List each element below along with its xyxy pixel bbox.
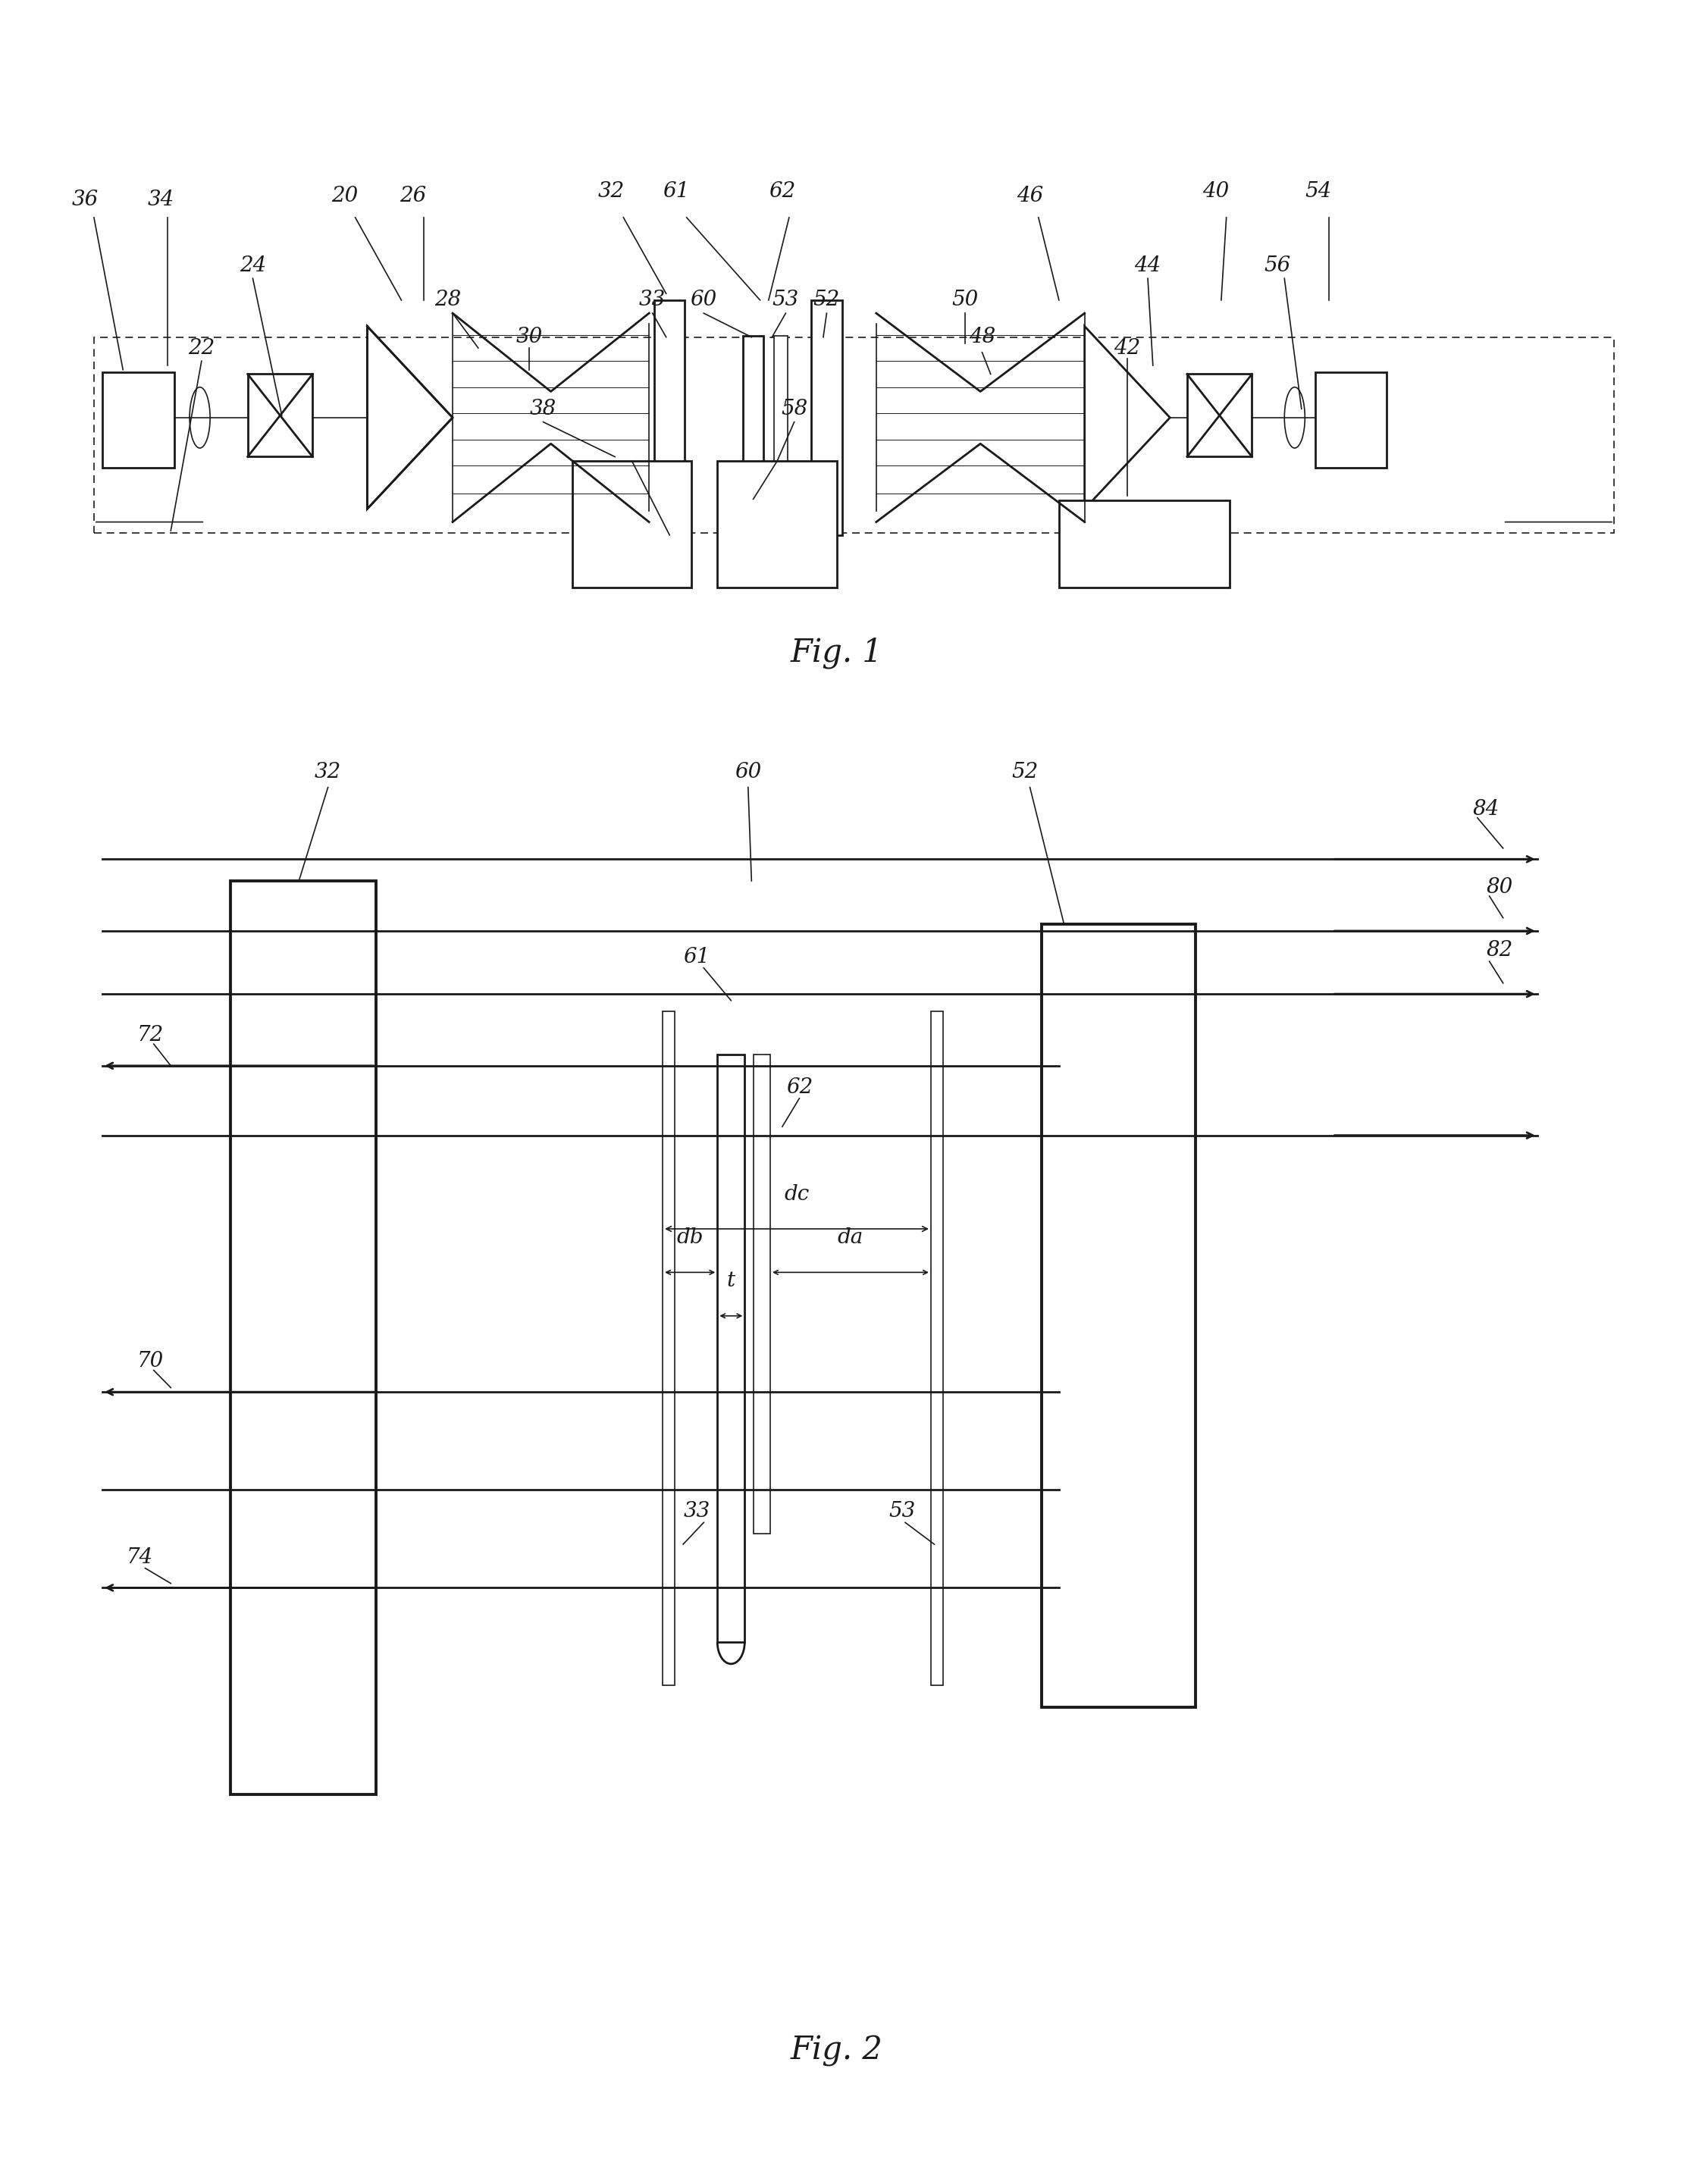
Text: Fig. 2: Fig. 2 <box>791 2036 883 2066</box>
Bar <box>248 374 313 457</box>
Text: 61: 61 <box>683 946 711 968</box>
Text: 48: 48 <box>968 326 996 348</box>
Text: 44: 44 <box>1134 254 1161 276</box>
Text: 60: 60 <box>690 289 717 311</box>
Bar <box>743 335 763 498</box>
Text: 40: 40 <box>1202 181 1230 202</box>
Text: t: t <box>728 1270 734 1292</box>
Text: 58: 58 <box>781 398 808 420</box>
Text: 22: 22 <box>188 337 215 359</box>
Bar <box>1059 500 1230 587</box>
Bar <box>102 372 174 468</box>
Text: 20: 20 <box>331 185 359 207</box>
Text: 30: 30 <box>516 326 543 348</box>
Text: 80: 80 <box>1486 877 1513 898</box>
Text: 28: 28 <box>434 289 461 311</box>
Text: 70: 70 <box>137 1351 164 1372</box>
Bar <box>753 1055 770 1533</box>
Text: dc: dc <box>784 1183 810 1205</box>
Bar <box>654 300 685 535</box>
Bar <box>811 300 842 535</box>
Text: 38: 38 <box>529 398 557 420</box>
Text: 33: 33 <box>639 289 666 311</box>
Bar <box>1042 924 1196 1707</box>
Text: 36: 36 <box>72 189 99 211</box>
Text: 52: 52 <box>1011 761 1038 783</box>
Text: db: db <box>676 1227 704 1248</box>
Text: 56: 56 <box>1264 254 1291 276</box>
Bar <box>572 461 692 587</box>
Text: 26: 26 <box>400 185 427 207</box>
Text: 32: 32 <box>598 181 625 202</box>
Text: 52: 52 <box>813 289 840 311</box>
Text: Fig. 1: Fig. 1 <box>791 637 883 668</box>
Ellipse shape <box>190 387 210 448</box>
Ellipse shape <box>1284 387 1305 448</box>
Text: 61: 61 <box>663 181 690 202</box>
Text: 33: 33 <box>683 1501 711 1522</box>
Text: 42: 42 <box>1114 337 1141 359</box>
Text: 46: 46 <box>1016 185 1044 207</box>
Text: 32: 32 <box>314 761 342 783</box>
Bar <box>231 881 376 1794</box>
Text: 53: 53 <box>772 289 799 311</box>
Text: 82: 82 <box>1486 940 1513 961</box>
Text: 74: 74 <box>126 1546 154 1568</box>
Polygon shape <box>1085 326 1170 509</box>
Bar <box>774 335 787 498</box>
Text: 24: 24 <box>239 254 266 276</box>
Bar <box>931 1011 943 1686</box>
Text: da: da <box>837 1227 864 1248</box>
Text: 62: 62 <box>769 181 796 202</box>
Text: 53: 53 <box>888 1501 915 1522</box>
Text: 84: 84 <box>1472 798 1500 820</box>
Bar <box>717 461 837 587</box>
Bar <box>663 1011 675 1686</box>
Bar <box>717 1055 745 1642</box>
Bar <box>1187 374 1252 457</box>
Bar <box>1315 372 1387 468</box>
Text: 60: 60 <box>734 761 762 783</box>
Text: 34: 34 <box>147 189 174 211</box>
Text: 72: 72 <box>137 1024 164 1046</box>
Polygon shape <box>367 326 453 509</box>
Text: 50: 50 <box>951 289 979 311</box>
Text: 54: 54 <box>1305 181 1332 202</box>
Text: 62: 62 <box>786 1077 813 1098</box>
